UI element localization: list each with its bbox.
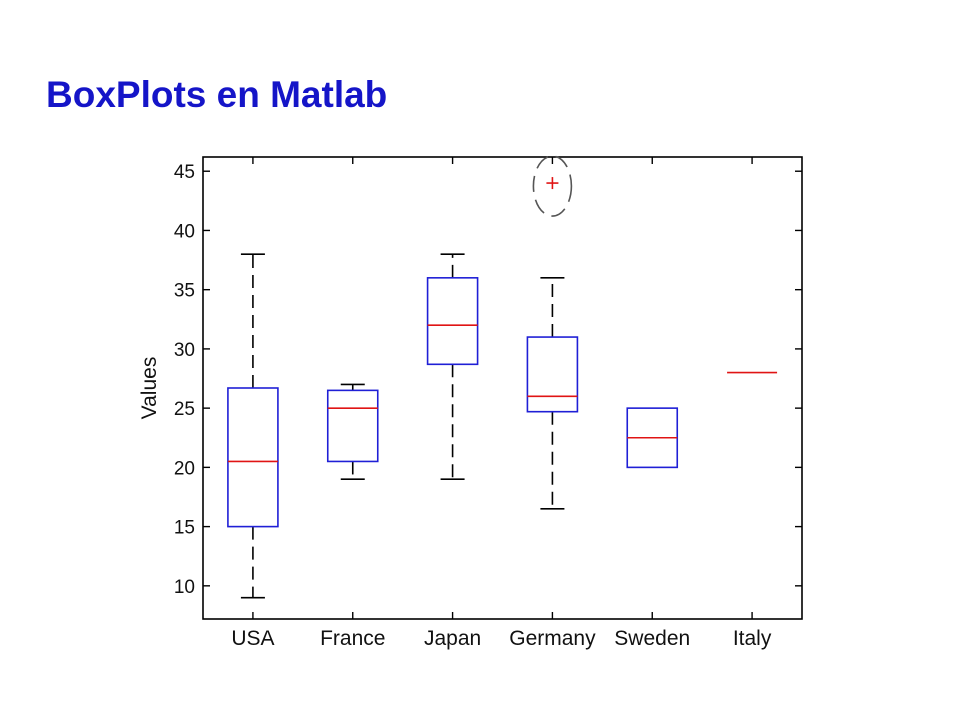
x-category-label: Sweden [614,627,690,650]
y-tick-label: 30 [174,340,195,361]
x-category-label: Japan [424,627,481,650]
y-axis-ticks: 10 15 20 25 30 35 40 45 [174,162,802,598]
iqr-box [326,389,379,463]
y-axis-title: Values [138,357,161,420]
slide-title: BoxPlots en Matlab [46,74,388,115]
y-tick-label: 15 [174,518,195,539]
box-series [227,155,778,599]
y-tick-label: 40 [174,221,195,242]
box-japan [426,253,479,481]
y-tick-label: 45 [174,162,195,183]
y-tick-label: 25 [174,399,195,420]
iqr-box [526,336,579,413]
box-usa [227,253,279,599]
x-category-label: USA [231,627,274,650]
box-germany [526,177,579,510]
y-tick-label: 35 [174,281,195,302]
outlier-highlight-ellipse [532,155,573,217]
box-france [326,383,379,481]
plot-frame [202,156,803,620]
y-tick-label: 20 [174,458,195,479]
x-category-label: Italy [733,627,772,650]
iqr-box [227,387,279,528]
x-category-label: France [320,627,385,650]
iqr-box [426,277,479,366]
x-category-label: Germany [509,627,596,650]
box-sweden [626,407,679,469]
y-tick-label: 10 [174,577,195,598]
x-axis-labels: USA France Japan Germany Sweden Italy [231,157,772,650]
